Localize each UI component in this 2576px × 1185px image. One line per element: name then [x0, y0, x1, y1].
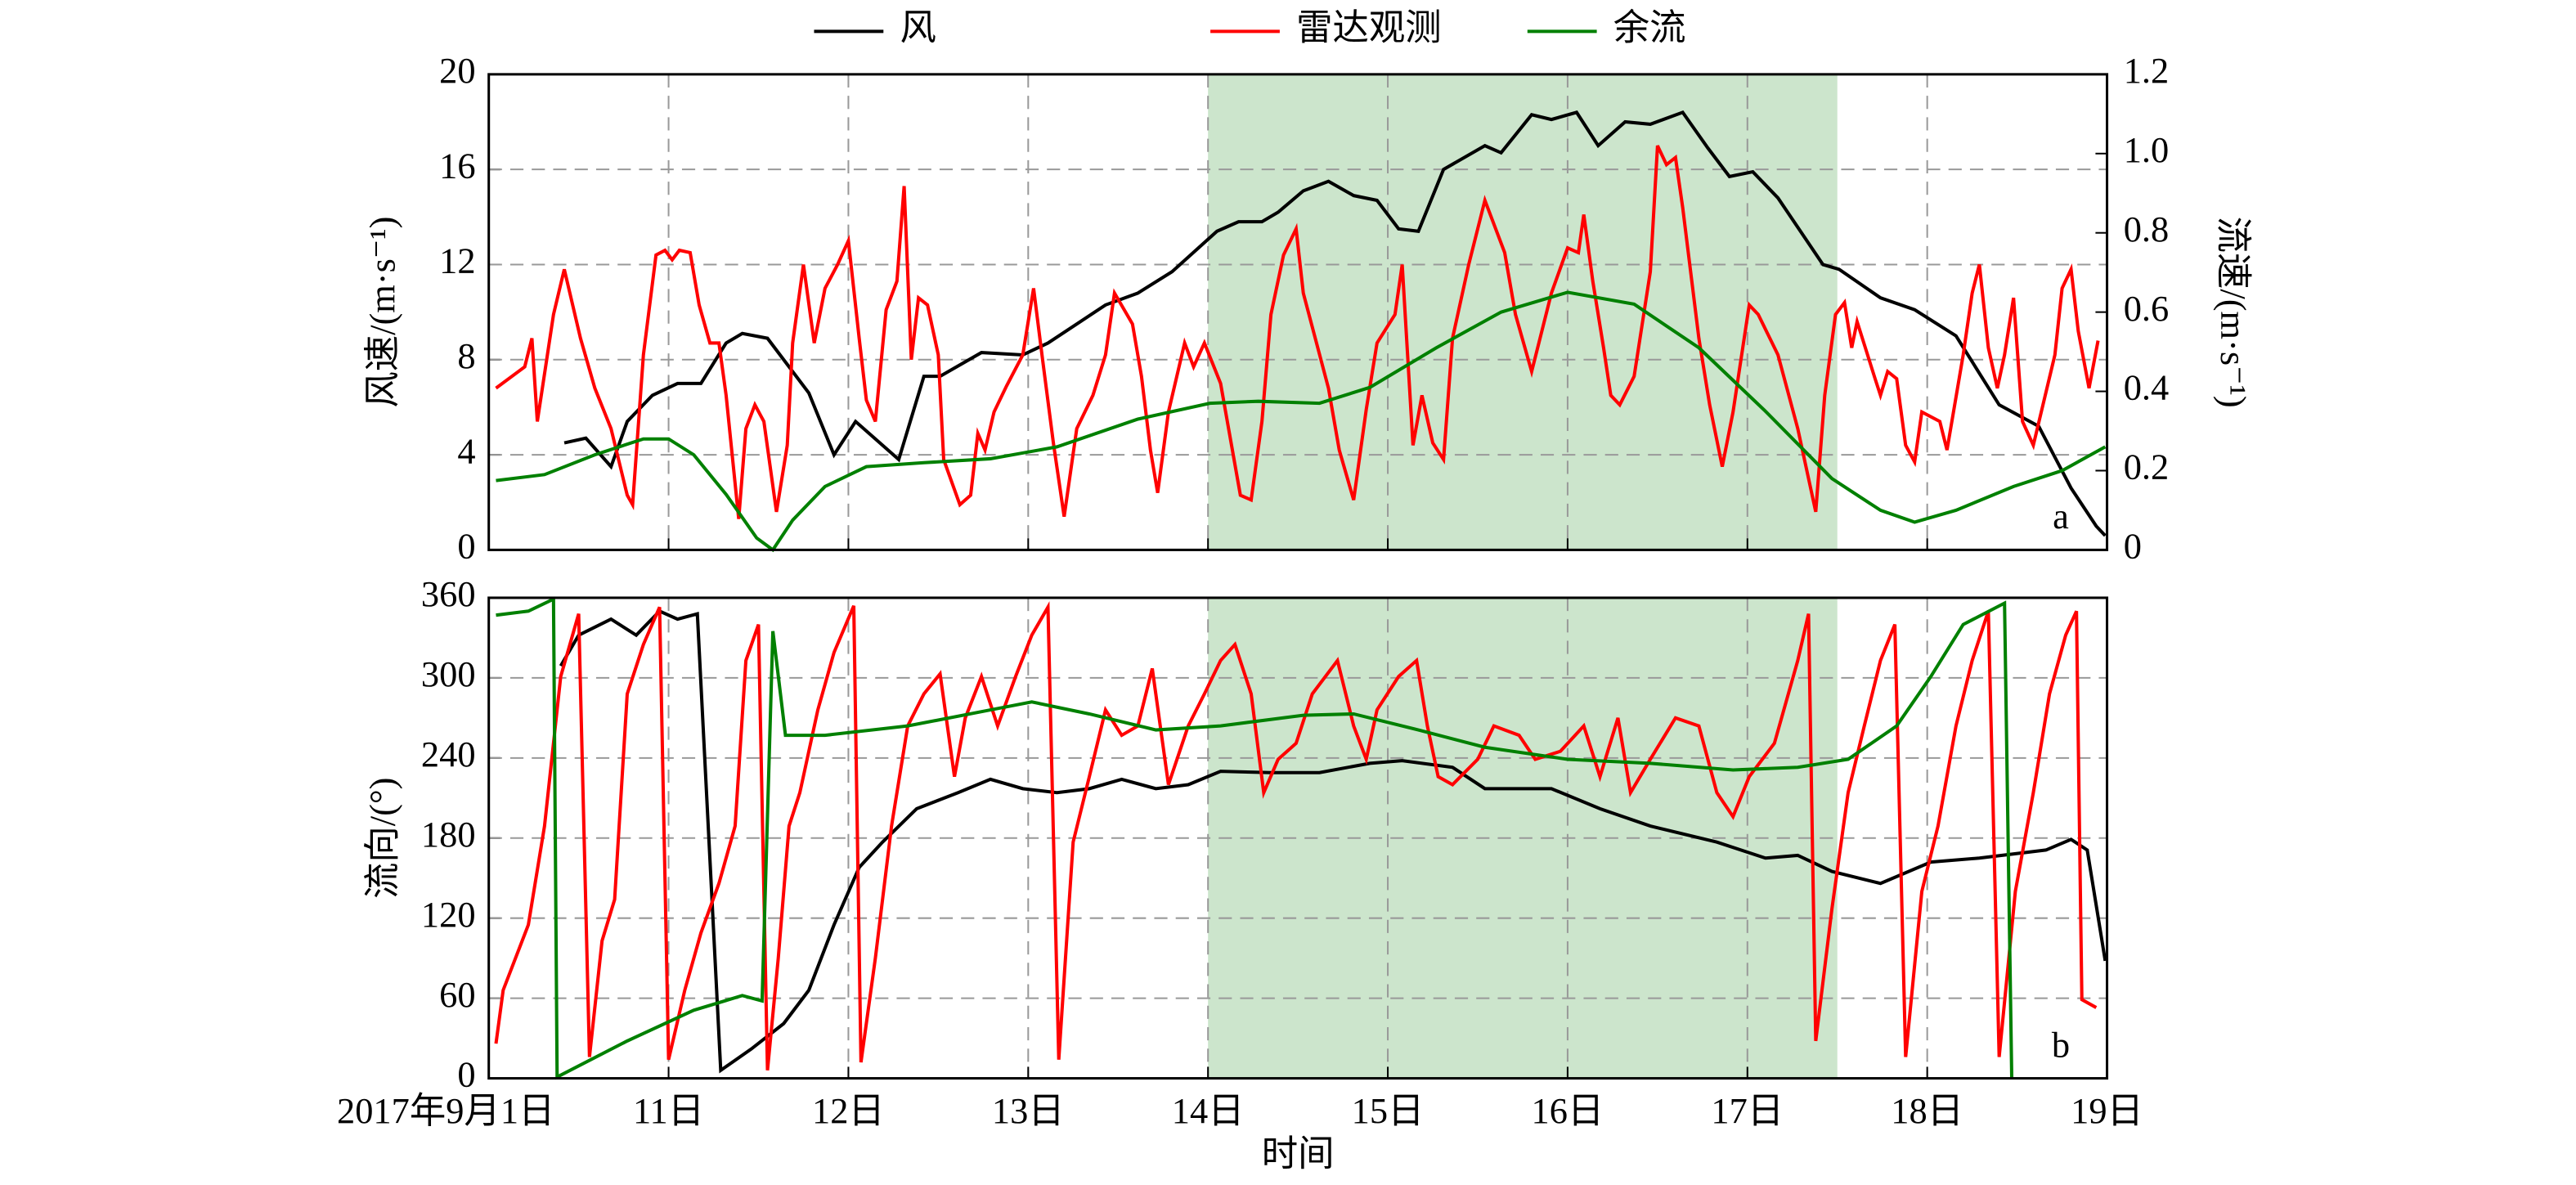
y-tick-label: 120 [421, 894, 476, 935]
y2-tick-label: 0.8 [2124, 209, 2170, 249]
y-tick-label: 8 [457, 335, 475, 376]
x-axis-label: 时间 [1262, 1133, 1335, 1174]
y2-tick-label: 1.2 [2124, 50, 2170, 91]
y-tick-label: 20 [439, 50, 475, 91]
y-tick-label: 180 [421, 814, 476, 855]
legend-label: 风 [900, 7, 936, 48]
y2-tick-label: 0.2 [2124, 447, 2170, 487]
legend-label: 雷达观测 [1296, 7, 1442, 48]
y2-tick-label: 0 [2124, 526, 2142, 567]
data-line [496, 596, 2014, 1080]
y-tick-label: 300 [421, 653, 476, 694]
y-tick-label: 4 [457, 430, 475, 471]
x-tick-label: 11日 [633, 1090, 704, 1131]
y2-tick-label: 1.0 [2124, 129, 2170, 170]
y-tick-label: 0 [457, 526, 475, 567]
x-tick-label: 14日 [1172, 1090, 1245, 1131]
y-tick-label: 12 [439, 240, 475, 281]
y2-axis-label: 流速/(m·s⁻¹) [2213, 217, 2254, 408]
data-line [494, 601, 2098, 1071]
y-tick-label: 0 [457, 1054, 475, 1095]
y-tick-label: 240 [421, 734, 476, 774]
x-tick-label: 17日 [1711, 1090, 1784, 1131]
data-line [496, 290, 2107, 553]
highlight-band [1208, 74, 1838, 550]
y-tick-label: 360 [421, 573, 476, 614]
legend-label: 余流 [1613, 7, 1686, 48]
x-tick-label: 12日 [812, 1090, 885, 1131]
y2-tick-label: 0.4 [2124, 367, 2170, 408]
x-tick-label: 16日 [1532, 1090, 1604, 1131]
x-tick-label: 13日 [992, 1090, 1065, 1131]
data-line [559, 608, 2107, 1074]
y-tick-label: 60 [439, 974, 475, 1015]
y2-tick-label: 0.6 [2124, 288, 2170, 329]
data-line [495, 145, 2100, 519]
x-tick-label: 15日 [1352, 1090, 1425, 1131]
y-tick-label: 16 [439, 145, 475, 186]
plot-frame [487, 596, 2109, 1080]
plot-frame [487, 73, 2109, 551]
x-tick-label: 19日 [2071, 1090, 2143, 1131]
data-line [563, 110, 2107, 537]
panel-annotation: a [2053, 496, 2069, 536]
x-tick-label: 2017年9月1日 [337, 1090, 554, 1131]
panel-annotation: b [2052, 1024, 2070, 1065]
y-axis-label: 流向/(°) [362, 778, 403, 899]
y-axis-label: 风速/(m·s⁻¹) [362, 217, 403, 408]
x-tick-label: 18日 [1891, 1090, 1963, 1131]
